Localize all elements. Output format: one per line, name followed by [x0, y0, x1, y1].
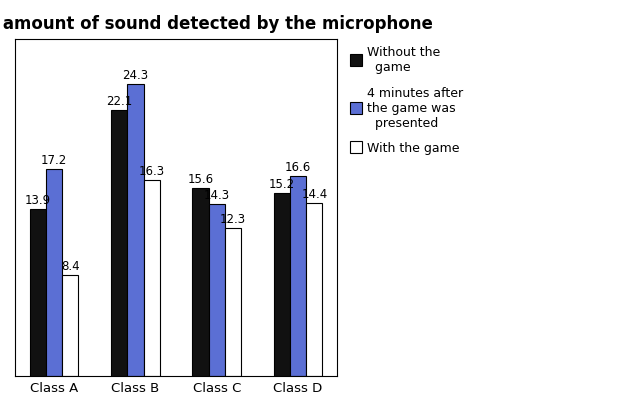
- Bar: [225, 229, 241, 376]
- Text: 15.6: 15.6: [188, 173, 214, 186]
- Bar: [306, 203, 323, 376]
- Bar: [127, 84, 143, 376]
- Bar: [30, 209, 46, 376]
- Bar: [290, 177, 306, 376]
- Text: 12.3: 12.3: [220, 213, 246, 225]
- Text: 15.2: 15.2: [269, 178, 295, 191]
- Bar: [274, 194, 290, 376]
- Title: Average amount of sound detected by the microphone: Average amount of sound detected by the …: [0, 15, 432, 33]
- Bar: [62, 275, 79, 376]
- Bar: [111, 111, 127, 376]
- Text: 17.2: 17.2: [41, 154, 67, 167]
- Text: 8.4: 8.4: [61, 259, 80, 272]
- Text: 22.1: 22.1: [106, 95, 133, 108]
- Text: 14.3: 14.3: [204, 189, 230, 202]
- Text: 16.3: 16.3: [139, 164, 165, 178]
- Bar: [209, 204, 225, 376]
- Bar: [143, 180, 160, 376]
- Text: 24.3: 24.3: [122, 68, 148, 81]
- Text: 16.6: 16.6: [285, 161, 311, 174]
- Text: 14.4: 14.4: [301, 187, 328, 200]
- Bar: [192, 189, 209, 376]
- Bar: [46, 170, 62, 376]
- Legend: Without the
  game, 4 minutes after
the game was
  presented, With the game: Without the game, 4 minutes after the ga…: [350, 46, 463, 155]
- Text: 13.9: 13.9: [25, 193, 51, 206]
